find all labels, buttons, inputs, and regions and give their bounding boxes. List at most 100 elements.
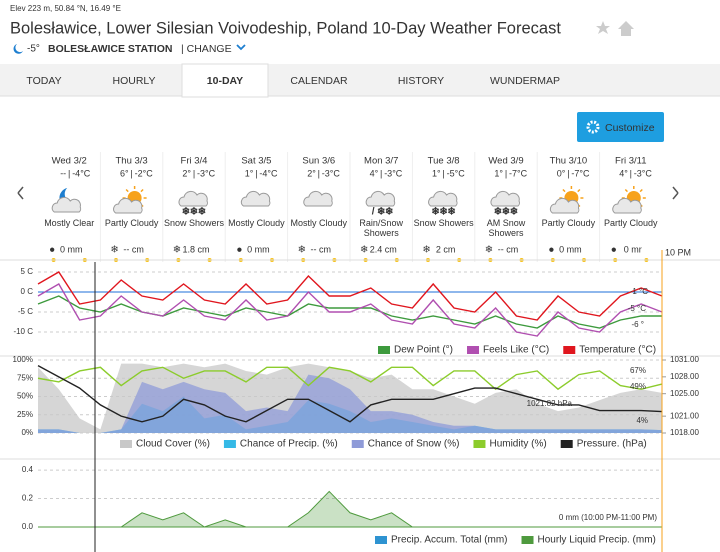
precip-type: ❄	[298, 245, 306, 256]
annotation: 4%	[636, 416, 648, 425]
y2-tick-label: 1028.00	[670, 372, 699, 381]
sun-ray	[639, 188, 643, 193]
precip-glyph: ❄	[190, 207, 198, 218]
station-temp: -5°	[27, 44, 40, 55]
change-link[interactable]: | CHANGE	[181, 43, 232, 55]
precip-glyph: ❄	[439, 207, 447, 218]
tab[interactable]: TODAY	[26, 75, 61, 87]
y2-tick-label: 1018.00	[670, 428, 699, 437]
legend-swatch	[521, 536, 534, 544]
legend-label: Chance of Precip. (%)	[240, 439, 338, 450]
precip-glyph: ❄	[182, 207, 190, 218]
cloud	[178, 190, 208, 207]
day-precip: 0 mm	[559, 244, 582, 254]
line	[37, 271, 663, 321]
tab[interactable]: HISTORY	[398, 75, 444, 87]
day-date: Wed 3/9	[488, 156, 523, 167]
annotation: 0 mm (10:00 PM-11:00 PM)	[559, 513, 657, 522]
condition-text: Mostly Cloudy	[290, 218, 348, 228]
condition-text: Mostly Clear	[44, 218, 95, 228]
day-hi: 2°	[307, 168, 316, 178]
legend-swatch	[473, 440, 486, 448]
y2-tick-label: 1021.00	[670, 411, 699, 420]
day-date: Fri 3/11	[615, 156, 647, 167]
precip-glyph: ❄	[377, 207, 385, 218]
day-sep: |	[193, 168, 195, 178]
area	[38, 374, 662, 433]
day-precip: -- cm	[498, 244, 519, 254]
station-name[interactable]: BOLESŁAWICE STATION	[48, 43, 172, 55]
day-lo: -4°C	[72, 168, 91, 178]
day-condition: Rain/Snow Showers	[359, 218, 403, 238]
tab[interactable]: CALENDAR	[290, 75, 348, 87]
gear-icon	[586, 120, 600, 134]
day-precip: 1.8 cm	[182, 244, 209, 254]
home-icon[interactable]	[618, 21, 634, 36]
condition-text: AM Snow Showers	[486, 218, 526, 238]
y-tick-label: -10 C	[13, 327, 33, 336]
tab[interactable]: 10-DAY	[207, 75, 243, 87]
legend-label: Pressure. (hPa)	[577, 439, 647, 450]
day-precip: 0 mr	[624, 244, 642, 254]
next-arrow[interactable]	[672, 186, 679, 200]
legend-swatch	[223, 440, 236, 448]
precip-glyph: ❄	[198, 207, 206, 218]
day-condition: Snow Showers	[163, 218, 224, 228]
legend-swatch	[375, 536, 387, 544]
day-hi: 1°	[432, 168, 441, 178]
precip-type: ●	[236, 245, 242, 256]
sun-ray	[577, 188, 581, 193]
moon-icon	[13, 44, 23, 54]
day-date: Sat 3/5	[241, 156, 271, 167]
day-sep: |	[255, 168, 257, 178]
now-label: 10 PM	[665, 247, 691, 257]
y-tick-label: 50%	[17, 392, 33, 401]
day-hi: --	[60, 168, 66, 178]
day-hi: 1°	[245, 168, 254, 178]
star-icon[interactable]	[596, 21, 610, 34]
day-sep: |	[442, 168, 444, 178]
cloud	[303, 190, 333, 207]
day-lo: -7°C	[509, 168, 528, 178]
day-condition: Partly Cloudy	[604, 218, 658, 228]
y-tick-label: -5 C	[18, 307, 33, 316]
day-sep: |	[505, 168, 507, 178]
day-hi: 4°	[370, 168, 379, 178]
prev-arrow[interactable]	[17, 186, 24, 200]
legend-swatch	[560, 440, 573, 448]
tab[interactable]: HOURLY	[113, 75, 156, 87]
y-tick-label: 0.2	[22, 494, 34, 503]
precip-type: ❄	[360, 245, 368, 256]
y-tick-label: 0%	[21, 428, 33, 437]
tab[interactable]: WUNDERMAP	[490, 75, 560, 87]
precip-glyph: /	[372, 207, 375, 218]
cloud	[549, 197, 580, 214]
legend-label: Chance of Snow (%)	[368, 439, 460, 450]
day-sep: |	[567, 168, 569, 178]
cloud	[365, 190, 396, 207]
legend-label: Precip. Accum. Total (mm)	[391, 535, 508, 546]
chevron	[236, 44, 246, 51]
y-tick-label: 75%	[17, 373, 33, 382]
annotation: 67%	[630, 366, 646, 375]
day-hi: 4°	[619, 168, 628, 178]
day-precip: -- cm	[123, 244, 144, 254]
condition-text: Snow Showers	[163, 218, 224, 228]
day-hi: 6°	[120, 168, 129, 178]
day-precip: 0 mm	[247, 244, 270, 254]
condition-text: Partly Cloudy	[604, 218, 658, 228]
day-condition: Mostly Clear	[44, 218, 95, 228]
precip-type: ❄	[422, 245, 430, 256]
legend-label: Hourly Liquid Precip. (mm)	[538, 535, 656, 546]
precip-type: ●	[548, 245, 554, 256]
customize-label: Customize	[605, 122, 655, 134]
day-date: Fri 3/4	[181, 156, 208, 167]
day-sep: |	[68, 168, 70, 178]
line	[37, 283, 663, 337]
day-lo: -2°C	[135, 168, 154, 178]
precip-glyph: ❄	[447, 207, 455, 218]
customize-button[interactable]	[577, 112, 664, 142]
day-lo: -3°C	[322, 168, 341, 178]
day-date: Wed 3/2	[52, 156, 87, 167]
